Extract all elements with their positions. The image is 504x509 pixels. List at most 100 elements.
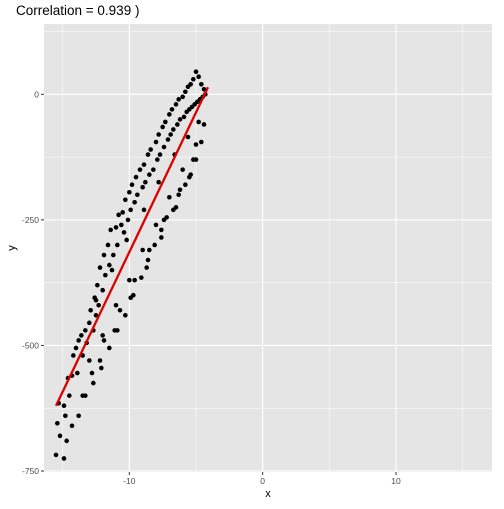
data-point <box>69 423 75 429</box>
data-point <box>143 179 148 185</box>
data-point <box>67 393 72 398</box>
data-point <box>107 345 112 351</box>
plot-panel <box>44 24 492 472</box>
data-point <box>79 333 84 338</box>
data-point <box>173 205 179 210</box>
data-point <box>199 81 204 87</box>
data-point <box>140 247 145 253</box>
data-point <box>177 187 183 193</box>
data-point <box>116 212 121 218</box>
data-point <box>155 157 160 162</box>
data-point <box>137 167 143 172</box>
data-point <box>96 302 101 308</box>
data-point <box>109 267 115 273</box>
data-point <box>141 207 147 213</box>
x-tick-label: -10 <box>123 476 136 486</box>
data-point <box>91 380 96 386</box>
chart-title: Correlation = 0.939 ) <box>16 3 139 18</box>
data-point <box>93 313 99 318</box>
data-point <box>159 235 164 240</box>
data-point <box>139 275 144 280</box>
data-point <box>100 333 105 338</box>
data-point <box>121 230 127 235</box>
data-point <box>64 438 69 444</box>
data-point <box>187 174 192 180</box>
data-point <box>117 307 123 313</box>
data-point <box>180 167 185 172</box>
data-point <box>199 139 204 145</box>
data-point <box>83 328 88 333</box>
data-point <box>156 132 161 137</box>
data-point <box>168 132 173 137</box>
data-point <box>153 139 159 145</box>
data-point <box>61 456 67 461</box>
data-point <box>181 114 187 120</box>
data-point <box>180 94 185 100</box>
y-tick-label: -500 <box>22 340 39 350</box>
data-point <box>53 452 59 458</box>
data-point <box>133 174 139 180</box>
data-point <box>99 365 104 371</box>
data-point <box>201 122 207 127</box>
data-point <box>75 370 80 376</box>
data-point <box>113 225 119 230</box>
data-point <box>153 222 159 228</box>
data-point <box>191 157 196 162</box>
data-point <box>127 189 132 195</box>
data-point <box>193 142 199 147</box>
data-point <box>188 81 193 87</box>
data-point <box>173 102 179 107</box>
fit-line-layer <box>54 86 210 407</box>
data-point <box>148 147 153 152</box>
data-point <box>145 152 151 157</box>
data-point <box>176 97 181 102</box>
data-point <box>87 320 92 326</box>
data-point <box>76 338 81 343</box>
y-axis-ticks: -750 -500 -250 0 <box>22 89 44 476</box>
data-point <box>128 207 133 213</box>
data-point <box>125 217 131 223</box>
data-point <box>124 237 129 243</box>
data-point <box>156 179 161 185</box>
data-point <box>160 124 165 130</box>
data-point <box>140 184 145 190</box>
data-point <box>73 345 79 351</box>
data-point <box>76 413 81 419</box>
data-point <box>127 277 132 283</box>
data-point <box>171 127 176 132</box>
data-point <box>175 122 180 127</box>
data-point <box>196 74 201 80</box>
data-point <box>128 295 133 301</box>
data-point <box>123 313 128 318</box>
y-tick-label: -250 <box>22 215 39 225</box>
x-axis-title: x <box>265 488 271 500</box>
data-points <box>53 69 208 461</box>
data-point <box>123 197 128 203</box>
data-point <box>152 242 157 248</box>
y-axis-title: y <box>6 245 18 251</box>
x-tick-label: 0 <box>260 476 265 486</box>
data-point <box>111 252 116 258</box>
data-point <box>129 182 135 188</box>
data-point <box>185 134 191 140</box>
data-point <box>108 227 113 233</box>
data-point <box>183 89 188 95</box>
data-point <box>120 210 125 215</box>
data-point <box>141 162 147 167</box>
data-point <box>169 107 175 112</box>
data-point <box>93 297 99 303</box>
data-point <box>167 194 172 200</box>
major-gridlines <box>44 24 492 472</box>
data-point <box>161 217 167 223</box>
data-point <box>107 262 112 268</box>
data-point <box>151 167 156 172</box>
data-point <box>159 227 164 233</box>
data-point <box>101 252 107 258</box>
data-point <box>157 152 163 157</box>
data-point <box>193 69 199 75</box>
data-point <box>163 119 168 125</box>
data-point <box>103 272 108 278</box>
data-point <box>132 277 137 283</box>
